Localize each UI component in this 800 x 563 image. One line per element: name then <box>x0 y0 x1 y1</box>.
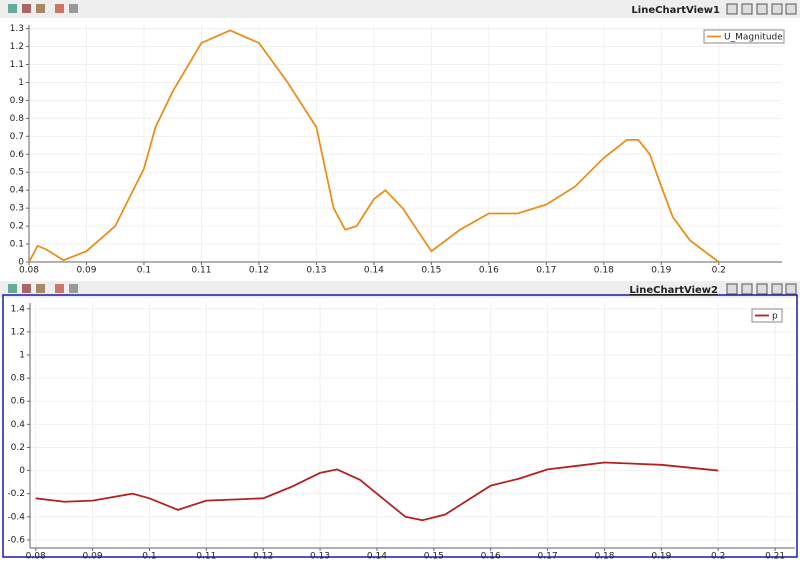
y-tick-label: 0.6 <box>10 150 25 160</box>
x-tick-label: 0.14 <box>367 552 387 560</box>
y-tick-label: -0.4 <box>7 512 25 522</box>
y-tick-label: 0.8 <box>11 374 26 384</box>
x-tick-label: 0.15 <box>421 266 441 276</box>
y-tick-label: 0 <box>19 466 25 476</box>
y-tick-label: 0.4 <box>10 186 25 196</box>
x-tick-label: 0.19 <box>651 266 671 276</box>
window-buttons[interactable] <box>726 3 797 295</box>
y-tick-label: 1 <box>18 78 24 88</box>
y-tick-label: -0.2 <box>7 489 25 499</box>
icon[interactable] <box>69 4 78 13</box>
x-tick-label: 0.17 <box>536 266 556 276</box>
button[interactable] <box>756 283 768 295</box>
icon[interactable] <box>8 4 17 13</box>
x-tick-label: 0.11 <box>196 552 216 560</box>
icon[interactable] <box>22 4 31 13</box>
x-tick-label: 0.13 <box>306 266 326 276</box>
y-tick-label: 0.4 <box>11 420 26 430</box>
y-tick-label: 0.1 <box>10 240 24 250</box>
x-tick-label: 0.08 <box>26 552 46 560</box>
y-tick-label: 1.3 <box>10 24 24 34</box>
icon[interactable] <box>8 284 17 293</box>
x-tick-label: 0.14 <box>364 266 384 276</box>
button[interactable] <box>785 283 797 295</box>
button[interactable] <box>741 3 753 15</box>
x-tick-label: 0.12 <box>249 266 269 276</box>
x-tick-label: 0.16 <box>481 552 501 560</box>
icon[interactable] <box>36 4 45 13</box>
x-tick-label: 0.1 <box>137 266 151 276</box>
y-tick-label: 0.8 <box>10 114 25 124</box>
icon[interactable] <box>55 4 64 13</box>
legend-label: U_Magnitude <box>724 33 783 43</box>
icon[interactable] <box>36 284 45 293</box>
data-line <box>35 461 719 522</box>
y-tick-label: 1.4 <box>11 304 26 314</box>
x-tick-label: 0.16 <box>479 266 499 276</box>
x-tick-label: 0.11 <box>191 266 211 276</box>
y-tick-label: 0.3 <box>10 204 24 214</box>
x-tick-label: 0.2 <box>712 266 726 276</box>
x-tick-label: 0.17 <box>538 552 558 560</box>
legend-label: p <box>772 312 778 322</box>
y-tick-label: 0.6 <box>11 397 26 407</box>
button[interactable] <box>771 3 783 15</box>
active-frame <box>2 294 798 558</box>
y-tick-label: 1.2 <box>11 327 25 337</box>
x-tick-label: 0.15 <box>424 552 444 560</box>
y-tick-label: 0.7 <box>10 132 24 142</box>
y-tick-label: -0.6 <box>7 535 25 545</box>
button[interactable] <box>726 283 738 295</box>
y-tick-label: 1.1 <box>10 60 24 70</box>
data-line <box>28 29 720 263</box>
y-tick-label: 0.2 <box>11 443 25 453</box>
toolbar-icons[interactable] <box>8 4 78 293</box>
view-title: LineChartView2 <box>629 285 718 296</box>
toolbar <box>0 281 800 298</box>
x-tick-label: 0.18 <box>594 266 614 276</box>
view-title: LineChartView1 <box>631 5 720 16</box>
y-tick-label: 1 <box>19 351 25 361</box>
button[interactable] <box>771 283 783 295</box>
icon[interactable] <box>69 284 78 293</box>
button[interactable] <box>785 3 797 15</box>
button[interactable] <box>726 3 738 15</box>
button[interactable] <box>741 283 753 295</box>
x-tick-label: 0.13 <box>310 552 330 560</box>
x-tick-label: 0.21 <box>765 552 785 560</box>
x-tick-label: 0.2 <box>711 552 725 560</box>
y-tick-label: 0.2 <box>10 222 24 232</box>
y-tick-label: 0.9 <box>10 96 25 106</box>
y-tick-label: 1.2 <box>10 42 24 52</box>
x-tick-label: 0.12 <box>253 552 273 560</box>
legend-box <box>703 29 785 44</box>
x-tick-label: 0.08 <box>19 266 39 276</box>
x-tick-label: 0.19 <box>651 552 671 560</box>
y-tick-label: 0.5 <box>10 168 24 178</box>
button[interactable] <box>756 3 768 15</box>
icon[interactable] <box>22 284 31 293</box>
y-tick-label: 0 <box>18 258 24 268</box>
toolbar <box>0 0 800 18</box>
x-tick-label: 0.1 <box>142 552 156 560</box>
x-tick-label: 0.09 <box>76 266 96 276</box>
x-tick-label: 0.18 <box>594 552 614 560</box>
icon[interactable] <box>55 284 64 293</box>
x-tick-label: 0.09 <box>83 552 103 560</box>
